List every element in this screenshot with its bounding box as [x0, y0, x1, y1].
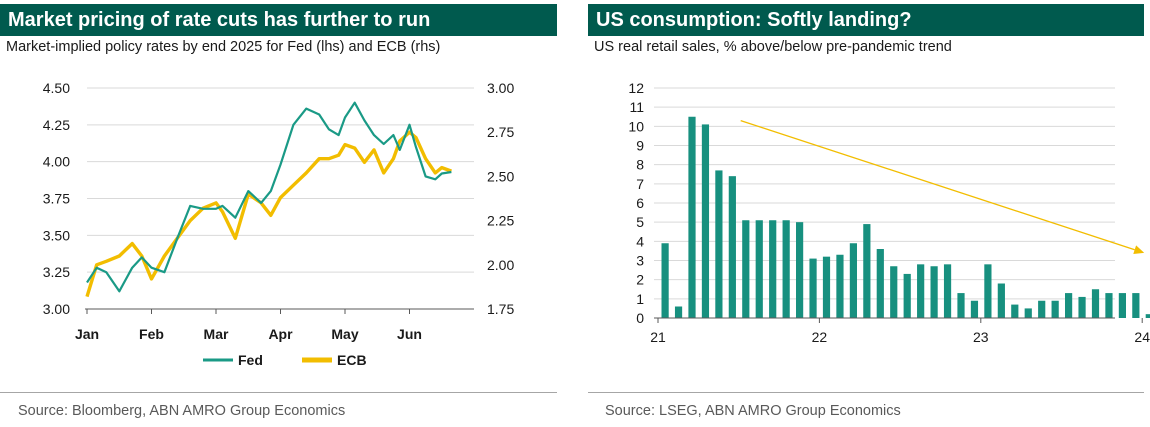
- trend-arrow-shaft: [740, 119, 1135, 251]
- bar: [1145, 314, 1150, 318]
- y-tick-label: 8: [636, 157, 644, 173]
- bar: [849, 243, 857, 318]
- x-tick-label: May: [331, 326, 358, 342]
- legend: Fed ECB: [203, 352, 367, 368]
- bar: [728, 176, 736, 318]
- x-tick-label: Jun: [397, 326, 422, 342]
- y-tick-label: 7: [636, 176, 644, 192]
- bar: [755, 220, 763, 318]
- x-tick-label: Mar: [204, 326, 229, 342]
- y-left-tick-label: 3.00: [43, 301, 70, 317]
- bar: [822, 256, 831, 318]
- bar: [957, 293, 965, 318]
- trend-arrow-head: [1133, 245, 1145, 254]
- left-source-note: Source: Bloomberg, ABN AMRO Group Econom…: [18, 403, 346, 419]
- legend-label-fed: Fed: [238, 352, 263, 368]
- bar: [930, 266, 938, 318]
- bar: [1024, 308, 1032, 318]
- bar: [1091, 289, 1100, 318]
- x-tick-label: Jan: [75, 326, 99, 342]
- x-tick-label: 23: [973, 329, 989, 345]
- bar: [715, 170, 723, 318]
- y-left-tick-label: 3.75: [43, 191, 70, 207]
- bar: [701, 124, 710, 319]
- bar: [1065, 293, 1073, 318]
- y-tick-label: 5: [636, 214, 644, 230]
- trend-arrow: [740, 119, 1145, 254]
- y-right-tick-label: 3.00: [487, 80, 514, 96]
- y-tick-label: 0: [636, 310, 644, 326]
- right-chart-title: US consumption: Softly landing?: [588, 4, 1144, 36]
- left-chart-subtitle: Market-implied policy rates by end 2025 …: [6, 39, 441, 55]
- y-tick-label: 6: [636, 195, 644, 211]
- y-right-tick-label: 2.75: [487, 124, 514, 140]
- series-line-ecb: [85, 130, 452, 298]
- policy-rates-line-chart: 3.00 3.25 3.50 3.75 4.00 4.25 4.50 1.75 2.00 2.25…: [43, 80, 515, 368]
- bar: [674, 306, 683, 318]
- y-left-tick-label: 3.50: [43, 227, 70, 243]
- y-right-tick-label: 2.25: [487, 213, 514, 229]
- y-tick-label: 1: [636, 291, 644, 307]
- bar: [1051, 300, 1059, 318]
- x-tick-label: 22: [812, 329, 828, 345]
- us-consumption-panel: US consumption: Softly landing? US real …: [588, 0, 1150, 427]
- y-tick-label: 11: [629, 99, 644, 115]
- x-tick-label: 21: [650, 329, 666, 345]
- bar: [769, 220, 777, 318]
- bar: [943, 264, 952, 318]
- y-tick-label: 4: [636, 233, 644, 249]
- y-tick-label: 12: [628, 80, 644, 96]
- x-tick-label: 24: [1134, 329, 1150, 345]
- bar: [742, 220, 750, 318]
- y-left-tick-label: 4.25: [43, 117, 70, 133]
- y-left-tick-label: 4.50: [43, 80, 70, 96]
- y-right-tick-label: 1.75: [487, 301, 514, 317]
- bar: [1078, 296, 1086, 318]
- bar: [984, 264, 992, 318]
- bar: [1038, 300, 1046, 318]
- x-tick-label: Feb: [139, 326, 164, 342]
- bar: [1105, 293, 1113, 318]
- y-right-tick-label: 2.50: [487, 168, 514, 184]
- bar: [997, 283, 1005, 318]
- y-tick-label: 10: [628, 118, 644, 134]
- y-left-tick-label: 4.00: [43, 154, 70, 170]
- fed-ecb-panel: Market pricing of rate cuts has further …: [0, 0, 557, 427]
- y-tick-label: 2: [636, 272, 644, 288]
- bar: [1132, 293, 1140, 318]
- y-tick-label: 9: [636, 138, 644, 154]
- bar: [970, 300, 979, 318]
- bar: [836, 254, 844, 318]
- y-tick-label: 3: [636, 253, 644, 269]
- bar: [688, 116, 696, 318]
- left-chart-title: Market pricing of rate cuts has further …: [0, 4, 557, 36]
- bar: [661, 243, 669, 318]
- bar: [1118, 293, 1126, 318]
- bar: [876, 249, 884, 318]
- bar: [890, 266, 898, 318]
- right-footer-divider: [588, 392, 1144, 393]
- bar: [917, 264, 925, 318]
- bar: [782, 220, 790, 318]
- x-tick-label: Apr: [268, 326, 293, 342]
- bar: [863, 224, 871, 318]
- bar: [903, 273, 911, 318]
- series-line-fed: [86, 101, 452, 293]
- bar: [1011, 304, 1019, 318]
- right-chart-subtitle: US real retail sales, % above/below pre-…: [594, 39, 952, 55]
- bar: [809, 258, 817, 318]
- bar: [796, 222, 804, 318]
- y-left-tick-label: 3.25: [43, 264, 70, 280]
- legend-label-ecb: ECB: [337, 352, 367, 368]
- right-source-note: Source: LSEG, ABN AMRO Group Economics: [605, 403, 901, 419]
- left-footer-divider: [0, 392, 557, 393]
- y-right-tick-label: 2.00: [487, 257, 514, 273]
